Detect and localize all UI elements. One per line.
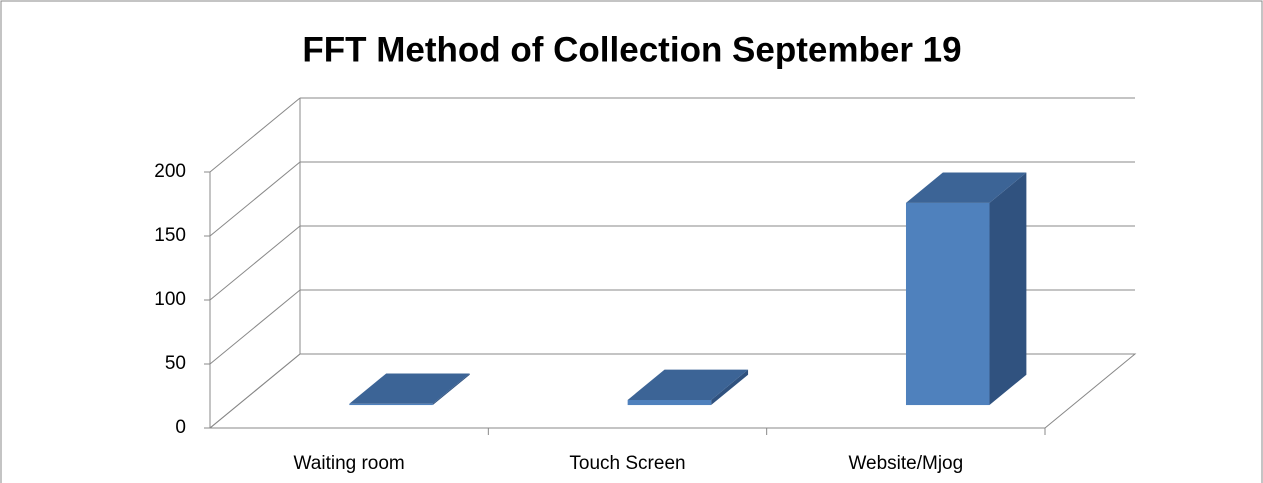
grid-line (209, 161, 301, 237)
y-tick-label: 0 (175, 417, 186, 438)
bar-side (711, 369, 749, 406)
y-tick-label: 50 (165, 353, 186, 374)
grid-line (209, 225, 301, 301)
x-tick-label: Waiting room (294, 453, 405, 474)
x-tick-label: Touch Screen (569, 453, 685, 474)
bar-front (627, 399, 712, 406)
bar (627, 369, 749, 406)
bar-side (432, 373, 470, 406)
grid-line (209, 97, 301, 173)
bar (905, 172, 1027, 406)
bar-side (989, 172, 1027, 406)
bar-top (627, 369, 749, 400)
grid-line (209, 353, 301, 429)
x-tick-label: Website/Mjog (848, 453, 963, 474)
bar (349, 373, 470, 406)
bar-top (349, 373, 470, 404)
grid-line (209, 289, 301, 365)
bar-top (905, 172, 1027, 203)
bar-front (905, 202, 990, 406)
y-tick-label: 200 (154, 161, 186, 182)
bar-front (349, 403, 433, 406)
y-tick-label: 150 (154, 225, 186, 246)
y-tick-label: 100 (154, 289, 186, 310)
chart-title: FFT Method of Collection September 19 (302, 30, 961, 69)
